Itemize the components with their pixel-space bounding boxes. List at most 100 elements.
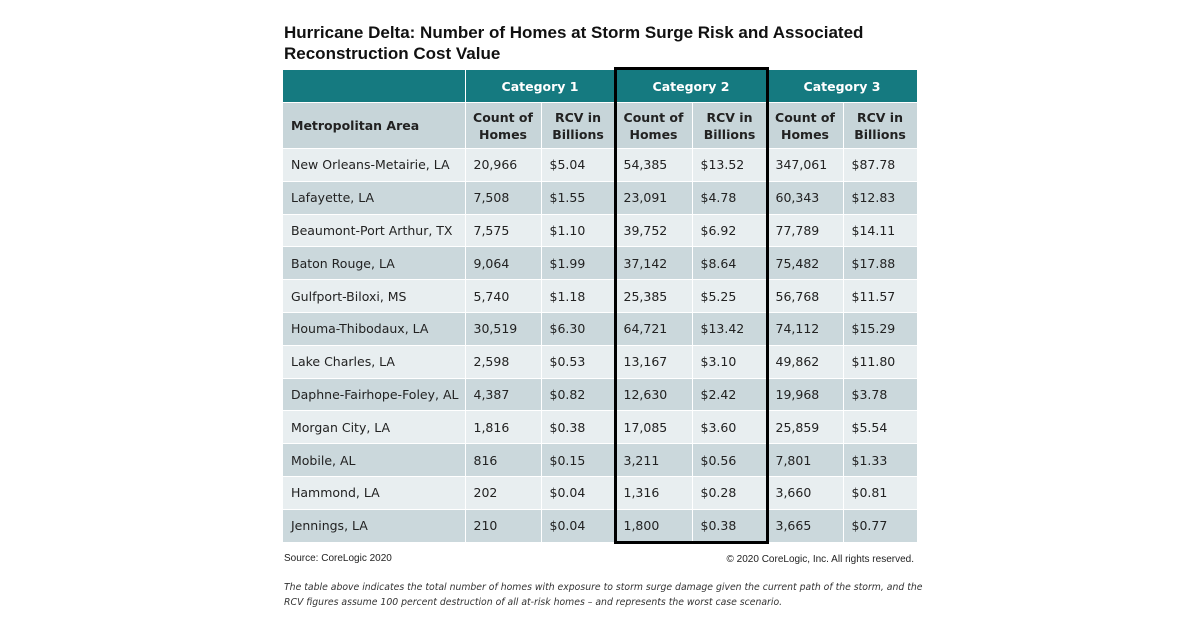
cat3-count-cell: 75,482 — [767, 246, 844, 281]
cat2-rcv-cell: $0.28 — [692, 476, 768, 510]
copyright-text: © 2020 CoreLogic, Inc. All rights reserv… — [726, 554, 914, 565]
cat2-count-cell: 39,752 — [615, 214, 693, 248]
cat2-count-cell: 1,800 — [615, 509, 693, 543]
cat2-rcv-cell: $5.25 — [692, 279, 768, 313]
metro-area-cell: Daphne-Fairhope-Foley, AL — [283, 378, 466, 412]
category-3-header: Category 3 — [767, 70, 918, 103]
count-header: Count of Homes — [465, 102, 542, 149]
category-1-header: Category 1 — [465, 70, 616, 103]
cat3-rcv-cell: $5.54 — [843, 410, 918, 445]
count-header: Count of Homes — [615, 102, 693, 149]
metro-area-cell: Lafayette, LA — [283, 181, 466, 215]
table-row: Lafayette, LA 7,508 $1.55 23,091 $4.78 60,343… — [283, 181, 918, 215]
cat1-count-cell: 5,740 — [465, 279, 542, 313]
metro-area-cell: Jennings, LA — [283, 509, 466, 543]
storm-surge-table: Category 1 Category 2 Category 3 Metropo… — [283, 70, 918, 543]
metro-area-cell: Houma-Thibodaux, LA — [283, 312, 466, 346]
cat2-rcv-cell: $3.60 — [692, 410, 768, 445]
metro-area-cell: Morgan City, LA — [283, 410, 466, 445]
cat1-rcv-cell: $1.10 — [541, 214, 616, 248]
cat3-rcv-cell: $11.80 — [843, 345, 918, 379]
metro-area-cell: Lake Charles, LA — [283, 345, 466, 379]
metro-area-header: Metropolitan Area — [283, 102, 466, 149]
cat2-rcv-cell: $4.78 — [692, 181, 768, 215]
table-row: Daphne-Fairhope-Foley, AL 4,387 $0.82 12,63… — [283, 378, 918, 412]
category-2-header: Category 2 — [615, 70, 768, 103]
cat1-count-cell: 9,064 — [465, 246, 542, 281]
cat3-count-cell: 49,862 — [767, 345, 844, 379]
table-row: Gulfport-Biloxi, MS 5,740 $1.18 25,385 $5.25… — [283, 279, 918, 313]
metro-area-cell: Baton Rouge, LA — [283, 246, 466, 281]
cat1-rcv-cell: $0.04 — [541, 509, 616, 543]
cat2-count-cell: 25,385 — [615, 279, 693, 313]
table-row: New Orleans-Metairie, LA 20,966 $5.04 54,38… — [283, 148, 918, 182]
table-row: Baton Rouge, LA 9,064 $1.99 37,142 $8.64 75,4… — [283, 246, 918, 281]
cat1-rcv-cell: $1.18 — [541, 279, 616, 313]
table-row: Houma-Thibodaux, LA 30,519 $6.30 64,721 $13.… — [283, 312, 918, 346]
cat1-count-cell: 210 — [465, 509, 542, 543]
cat3-count-cell: 3,665 — [767, 509, 844, 543]
cat2-count-cell: 1,316 — [615, 476, 693, 510]
cat1-count-cell: 202 — [465, 476, 542, 510]
rcv-header: RCV in Billions — [541, 102, 616, 149]
cat2-rcv-cell: $8.64 — [692, 246, 768, 281]
cat1-count-cell: 2,598 — [465, 345, 542, 379]
cat1-count-cell: 30,519 — [465, 312, 542, 346]
cat1-rcv-cell: $0.15 — [541, 443, 616, 477]
cat3-rcv-cell: $11.57 — [843, 279, 918, 313]
cat3-count-cell: 347,061 — [767, 148, 844, 182]
cat1-count-cell: 4,387 — [465, 378, 542, 412]
table-title: Hurricane Delta: Number of Homes at Stor… — [284, 23, 864, 63]
metro-area-cell: Gulfport-Biloxi, MS — [283, 279, 466, 313]
metro-area-cell: Beaumont-Port Arthur, TX — [283, 214, 466, 248]
cat3-count-cell: 74,112 — [767, 312, 844, 346]
table-row: Hammond, LA 202 $0.04 1,316 $0.28 3,660 $0.81 — [283, 476, 918, 510]
cat3-rcv-cell: $87.78 — [843, 148, 918, 182]
table-row: Jennings, LA 210 $0.04 1,800 $0.38 3,665 $0.77 — [283, 509, 918, 543]
cat1-rcv-cell: $0.53 — [541, 345, 616, 379]
table-row: Beaumont-Port Arthur, TX 7,575 $1.10 39,752… — [283, 214, 918, 248]
cat3-count-cell: 77,789 — [767, 214, 844, 248]
cat3-rcv-cell: $3.78 — [843, 378, 918, 412]
cat2-rcv-cell: $0.38 — [692, 509, 768, 543]
table-row: Morgan City, LA 1,816 $0.38 17,085 $3.60 25,8… — [283, 410, 918, 445]
cat1-rcv-cell: $1.99 — [541, 246, 616, 281]
cat3-count-cell: 7,801 — [767, 443, 844, 477]
cat3-rcv-cell: $12.83 — [843, 181, 918, 215]
cat1-rcv-cell: $0.04 — [541, 476, 616, 510]
cat2-count-cell: 12,630 — [615, 378, 693, 412]
cat3-count-cell: 25,859 — [767, 410, 844, 445]
cat1-rcv-cell: $0.82 — [541, 378, 616, 412]
cat3-rcv-cell: $0.77 — [843, 509, 918, 543]
cat1-count-cell: 1,816 — [465, 410, 542, 445]
cat2-rcv-cell: $6.92 — [692, 214, 768, 248]
cat3-rcv-cell: $15.29 — [843, 312, 918, 346]
cat2-count-cell: 13,167 — [615, 345, 693, 379]
metro-area-cell: Hammond, LA — [283, 476, 466, 510]
cat3-rcv-cell: $0.81 — [843, 476, 918, 510]
cat2-count-cell: 64,721 — [615, 312, 693, 346]
footnote: The table above indicates the total numb… — [284, 582, 923, 608]
source-text: Source: CoreLogic 2020 — [284, 553, 392, 564]
cat3-rcv-cell: $17.88 — [843, 246, 918, 281]
cat2-count-cell: 54,385 — [615, 148, 693, 182]
cat3-count-cell: 19,968 — [767, 378, 844, 412]
cat2-rcv-cell: $13.42 — [692, 312, 768, 346]
cat2-rcv-cell: $3.10 — [692, 345, 768, 379]
cat3-count-cell: 3,660 — [767, 476, 844, 510]
cat1-rcv-cell: $1.55 — [541, 181, 616, 215]
header-blank — [283, 70, 466, 103]
cat2-rcv-cell: $2.42 — [692, 378, 768, 412]
cat1-rcv-cell: $0.38 — [541, 410, 616, 445]
cat2-rcv-cell: $13.52 — [692, 148, 768, 182]
cat1-count-cell: 7,508 — [465, 181, 542, 215]
count-header: Count of Homes — [767, 102, 844, 149]
cat3-count-cell: 60,343 — [767, 181, 844, 215]
cat3-count-cell: 56,768 — [767, 279, 844, 313]
cat2-count-cell: 23,091 — [615, 181, 693, 215]
cat1-count-cell: 20,966 — [465, 148, 542, 182]
table-row: Mobile, AL 816 $0.15 3,211 $0.56 7,801 $1.33 — [283, 443, 918, 477]
rcv-header: RCV in Billions — [843, 102, 918, 149]
cat3-rcv-cell: $1.33 — [843, 443, 918, 477]
cat1-count-cell: 816 — [465, 443, 542, 477]
